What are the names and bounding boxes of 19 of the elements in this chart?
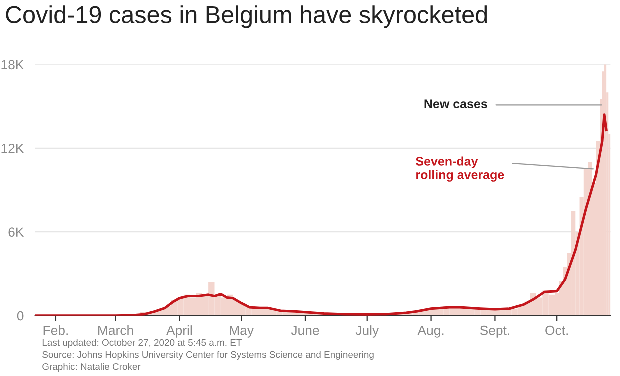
- x-tick-label: April: [166, 326, 192, 338]
- x-tick-label: Oct.: [546, 326, 568, 336]
- x-tick-label: Feb.: [44, 326, 68, 336]
- x-tick-label: Aug.: [418, 326, 444, 338]
- y-tick-label: 0: [17, 311, 24, 321]
- x-tick-label: June: [291, 326, 320, 336]
- x-tick-label: May: [230, 326, 254, 338]
- x-tick-label: July: [356, 326, 380, 338]
- x-tick-label: Sept.: [480, 326, 510, 338]
- source-note: Source: Johns Hopkins University Center for Systems Science and Engineering: [42, 351, 374, 360]
- x-tick-label: March: [98, 326, 134, 336]
- text: Graphic: Natalie Croker: [42, 363, 141, 372]
- annotation: Seven-day rolling average: [416, 156, 504, 182]
- y-tick-label: 18K: [2, 60, 24, 70]
- chart-title: Covid-19 cases in Belgium have skyrocketed: [6, 6, 488, 28]
- y-tick-label: 6K: [8, 228, 24, 238]
- annotation: New cases: [424, 100, 488, 108]
- text: Last updated: October 27, 2020 at 5:45 a.m. ET: [42, 339, 242, 348]
- y-tick-label: 12K: [2, 144, 24, 154]
